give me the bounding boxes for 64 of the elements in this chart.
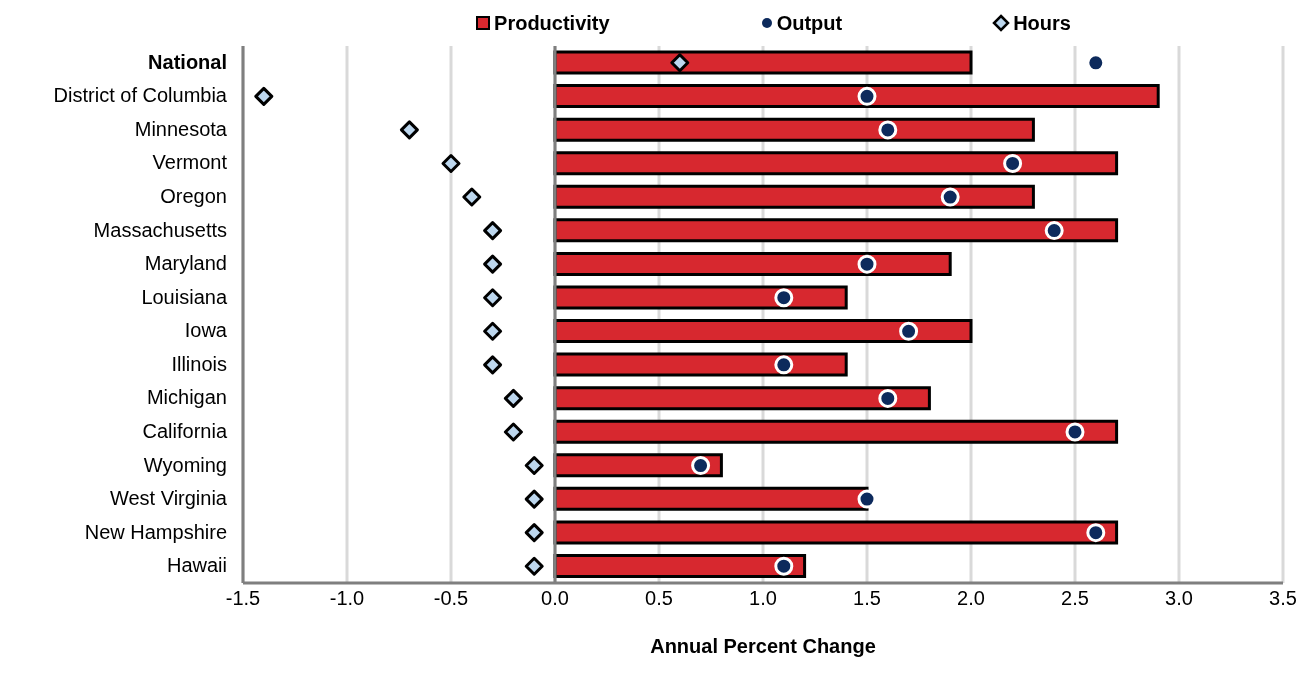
x-axis-title: Annual Percent Change — [650, 635, 876, 657]
point — [857, 489, 877, 509]
y-tick-label: Michigan — [146, 386, 227, 409]
legend-label: Hours — [1013, 11, 1071, 35]
point — [399, 120, 419, 140]
point — [462, 187, 482, 207]
legend-label: Productivity — [494, 11, 610, 35]
point — [503, 388, 523, 408]
y-tick-label: New Hampshire — [84, 520, 227, 543]
y-tick-label: Wyoming — [143, 453, 227, 476]
y-tick-label: Oregon — [160, 185, 227, 208]
point — [1086, 53, 1106, 73]
point — [878, 388, 898, 408]
point — [691, 456, 711, 476]
x-tick-label: 3.0 — [1165, 587, 1193, 610]
point — [483, 355, 503, 375]
point — [899, 321, 919, 341]
x-tick-label: 0.0 — [541, 587, 569, 610]
point — [1065, 422, 1085, 442]
y-tick-label: Illinois — [171, 352, 227, 375]
point — [774, 288, 794, 308]
point — [524, 489, 544, 509]
point — [774, 355, 794, 375]
point — [774, 556, 794, 576]
y-tick-label: Vermont — [152, 151, 228, 174]
point — [524, 456, 544, 476]
point — [940, 187, 960, 207]
point — [441, 153, 461, 173]
point — [1003, 153, 1023, 173]
point — [857, 86, 877, 106]
y-tick-label: National — [148, 50, 227, 73]
x-tick-label: -1.0 — [329, 587, 365, 610]
y-tick-label: Louisiana — [141, 285, 228, 308]
y-tick-label: Hawaii — [166, 554, 227, 577]
y-tick-label: West Virginia — [109, 487, 228, 510]
point — [524, 556, 544, 576]
point — [878, 120, 898, 140]
y-tick-label: Maryland — [144, 252, 227, 275]
point — [524, 523, 544, 543]
point — [483, 321, 503, 341]
point — [483, 254, 503, 274]
x-tick-label: 2.5 — [1061, 587, 1089, 610]
x-tick-label: 1.0 — [749, 587, 777, 610]
x-tick-label: 2.0 — [957, 587, 985, 610]
point — [1086, 523, 1106, 543]
legend-label: Output — [776, 11, 843, 35]
x-tick-label: 1.5 — [853, 587, 881, 610]
point — [670, 53, 690, 73]
point — [483, 221, 503, 241]
x-tick-label: 3.5 — [1269, 587, 1297, 610]
x-tick-label: -0.5 — [433, 587, 469, 610]
bar — [553, 84, 1160, 109]
point — [1044, 221, 1064, 241]
y-tick-label: Minnesota — [134, 117, 228, 140]
point — [483, 288, 503, 308]
x-tick-label: -1.5 — [225, 587, 261, 610]
point — [254, 86, 274, 106]
y-tick-label: Massachusetts — [93, 218, 227, 241]
x-tick-label: 0.5 — [645, 587, 673, 610]
point — [857, 254, 877, 274]
y-tick-label: District of Columbia — [53, 84, 228, 107]
point — [503, 422, 523, 442]
y-tick-label: California — [142, 419, 228, 442]
y-tick-label: Iowa — [184, 319, 228, 342]
